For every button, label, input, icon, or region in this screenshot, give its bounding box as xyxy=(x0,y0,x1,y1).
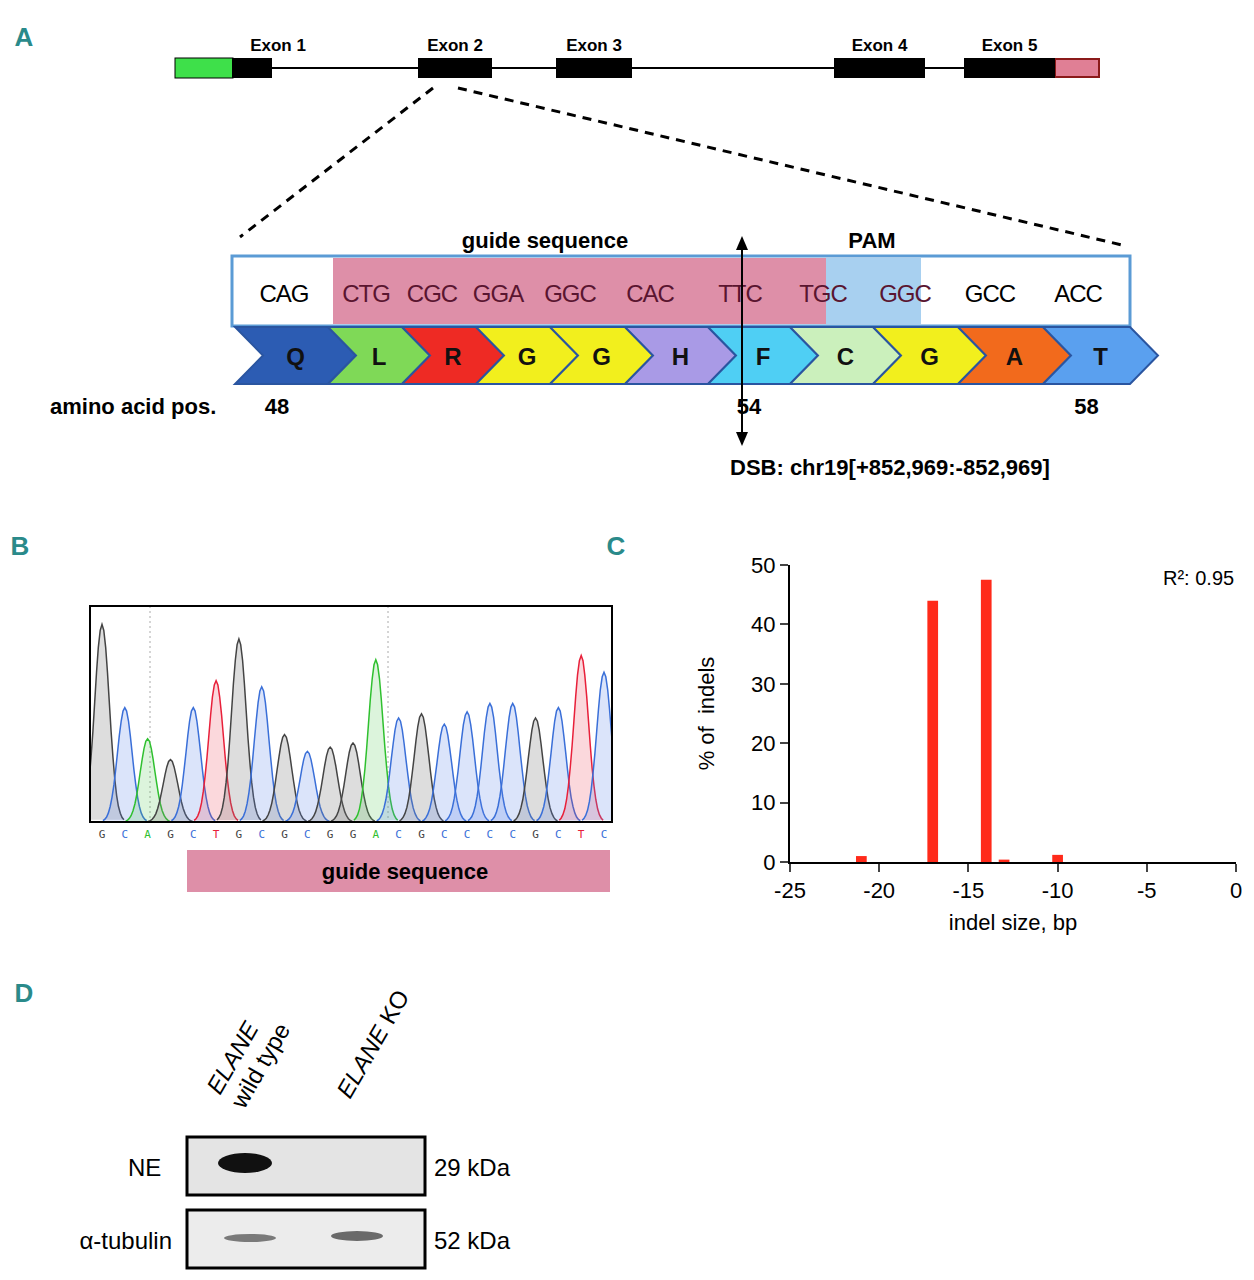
svg-text:GGA: GGA xyxy=(473,280,524,307)
svg-text:G: G xyxy=(532,828,539,841)
svg-text:C: C xyxy=(509,828,516,841)
svg-text:GGC: GGC xyxy=(544,280,596,307)
svg-text:29 kDa: 29 kDa xyxy=(434,1154,511,1181)
svg-text:C: C xyxy=(122,828,129,841)
svg-text:CGC: CGC xyxy=(407,280,458,307)
svg-text:GGC: GGC xyxy=(879,280,931,307)
svg-text:G: G xyxy=(99,828,106,841)
svg-text:G: G xyxy=(592,343,611,370)
svg-text:DSB: chr19[+852,969:-852,969]: DSB: chr19[+852,969:-852,969] xyxy=(730,455,1050,480)
svg-text:C: C xyxy=(304,828,311,841)
svg-text:G: G xyxy=(920,343,939,370)
svg-text:0: 0 xyxy=(1230,878,1242,903)
svg-text:Exon 1: Exon 1 xyxy=(250,36,306,55)
svg-text:D: D xyxy=(15,978,34,1008)
svg-text:-20: -20 xyxy=(863,878,895,903)
svg-text:20: 20 xyxy=(751,731,775,756)
svg-text:C: C xyxy=(395,828,402,841)
svg-text:ACC: ACC xyxy=(1054,280,1102,307)
svg-text:-25: -25 xyxy=(774,878,806,903)
svg-text:F: F xyxy=(756,343,771,370)
svg-text:H: H xyxy=(672,343,689,370)
svg-text:guide sequence: guide sequence xyxy=(462,228,628,253)
svg-text:L: L xyxy=(372,343,387,370)
svg-text:-10: -10 xyxy=(1042,878,1074,903)
svg-text:30: 30 xyxy=(751,672,775,697)
svg-text:C: C xyxy=(441,828,448,841)
svg-text:40: 40 xyxy=(751,612,775,637)
svg-text:α-tubulin: α-tubulin xyxy=(79,1227,172,1254)
svg-text:guide sequence: guide sequence xyxy=(322,859,488,884)
svg-text:-5: -5 xyxy=(1137,878,1157,903)
svg-text:Exon 4: Exon 4 xyxy=(852,36,908,55)
svg-text:C: C xyxy=(601,828,608,841)
svg-text:58: 58 xyxy=(1074,394,1098,419)
svg-text:52 kDa: 52 kDa xyxy=(434,1227,511,1254)
svg-text:48: 48 xyxy=(265,394,289,419)
svg-text:A: A xyxy=(1006,343,1023,370)
svg-text:C: C xyxy=(607,531,626,561)
svg-text:C: C xyxy=(190,828,197,841)
svg-text:NE: NE xyxy=(128,1154,161,1181)
svg-text:A: A xyxy=(15,22,34,52)
svg-text:amino acid pos.: amino acid pos. xyxy=(50,394,216,419)
svg-text:54: 54 xyxy=(737,394,762,419)
svg-text:C: C xyxy=(555,828,562,841)
svg-text:Q: Q xyxy=(286,343,305,370)
svg-text:-15: -15 xyxy=(953,878,985,903)
svg-text:CTG: CTG xyxy=(342,280,390,307)
svg-text:A: A xyxy=(373,828,380,841)
svg-text:A: A xyxy=(144,828,151,841)
svg-text:GCC: GCC xyxy=(965,280,1016,307)
svg-text:R²: 0.95: R²: 0.95 xyxy=(1163,567,1234,589)
svg-text:Exon 3: Exon 3 xyxy=(566,36,622,55)
svg-text:G: G xyxy=(350,828,357,841)
svg-text:G: G xyxy=(281,828,288,841)
svg-text:ELANEwild type: ELANEwild type xyxy=(200,1004,295,1113)
svg-text:0: 0 xyxy=(763,850,775,875)
svg-text:B: B xyxy=(11,531,30,561)
svg-text:G: G xyxy=(518,343,537,370)
svg-text:% of indels: % of indels xyxy=(694,657,719,771)
svg-text:G: G xyxy=(418,828,425,841)
svg-text:T: T xyxy=(213,828,220,841)
svg-text:Exon 2: Exon 2 xyxy=(427,36,483,55)
svg-text:indel size, bp: indel size, bp xyxy=(949,910,1077,935)
svg-text:Exon 5: Exon 5 xyxy=(982,36,1038,55)
svg-text:50: 50 xyxy=(751,553,775,578)
svg-text:CAG: CAG xyxy=(259,280,308,307)
svg-text:10: 10 xyxy=(751,790,775,815)
svg-text:PAM: PAM xyxy=(848,228,895,253)
svg-text:G: G xyxy=(327,828,334,841)
svg-text:T: T xyxy=(578,828,585,841)
svg-text:T: T xyxy=(1093,343,1108,370)
svg-text:R: R xyxy=(444,343,461,370)
svg-text:ELANE KO: ELANE KO xyxy=(331,985,414,1102)
svg-text:G: G xyxy=(236,828,243,841)
svg-text:TTC: TTC xyxy=(718,280,762,307)
svg-text:C: C xyxy=(837,343,854,370)
svg-text:C: C xyxy=(258,828,265,841)
svg-text:TGC: TGC xyxy=(799,280,847,307)
svg-text:CAC: CAC xyxy=(626,280,674,307)
svg-text:G: G xyxy=(167,828,174,841)
svg-text:C: C xyxy=(464,828,471,841)
svg-text:C: C xyxy=(487,828,494,841)
